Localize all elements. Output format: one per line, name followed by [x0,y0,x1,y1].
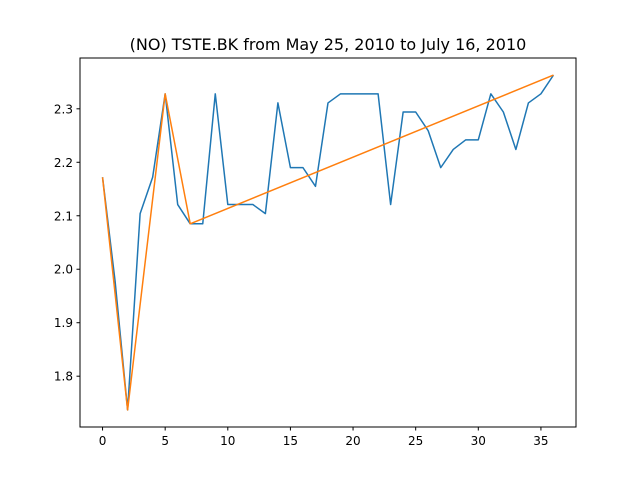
y-tick-label: 2.3 [54,102,73,116]
y-tick-label: 2.2 [54,156,73,170]
x-tick-label: 5 [161,434,169,448]
x-tick-label: 15 [283,434,298,448]
chart-title: (NO) TSTE.BK from May 25, 2010 to July 1… [130,35,527,54]
x-axis: 0 5 10 15 20 25 30 35 [99,427,549,448]
series-line-1 [101,74,555,411]
series-line-2 [101,74,554,411]
x-tick-label: 30 [471,434,486,448]
y-tick-label: 2.0 [54,263,73,277]
series-layer [101,74,555,411]
y-axis: 1.8 1.9 2.0 2.1 2.2 2.3 [54,102,80,384]
x-tick-label: 20 [345,434,360,448]
y-tick-label: 1.9 [54,316,73,330]
plot-frame [79,57,577,428]
y-tick-label: 2.1 [54,209,73,223]
x-tick-label: 25 [408,434,423,448]
x-tick-label: 35 [533,434,548,448]
x-tick-label: 0 [99,434,107,448]
y-tick-label: 1.8 [54,370,73,384]
x-tick-label: 10 [220,434,235,448]
